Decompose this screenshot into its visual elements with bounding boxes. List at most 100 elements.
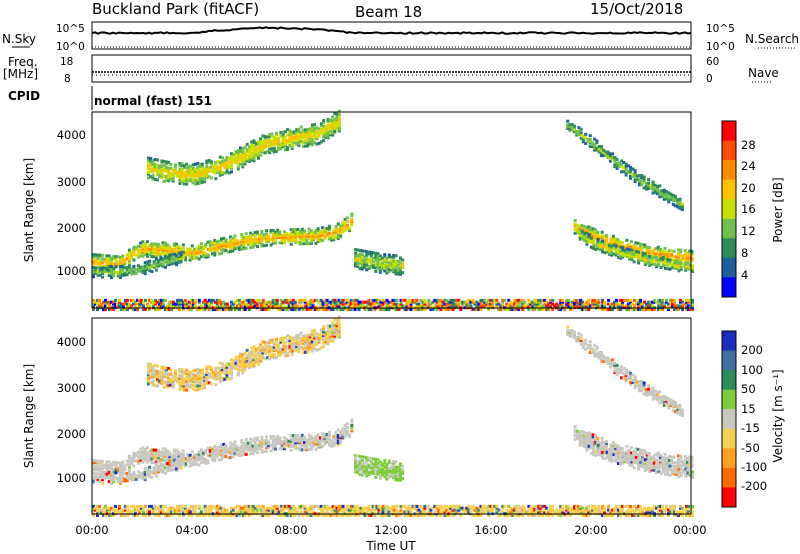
velocity-cell <box>323 440 327 444</box>
velocity-cell <box>584 435 588 439</box>
power-cell <box>627 308 631 311</box>
power-cell <box>291 231 295 235</box>
velocity-cell <box>600 440 604 444</box>
velocity-cell <box>326 340 330 344</box>
velocity-cell <box>331 339 335 343</box>
velocity-cell <box>94 477 98 481</box>
power-cell <box>151 173 155 177</box>
velocity-cell <box>337 335 341 339</box>
velocity-cell <box>241 358 245 362</box>
power-cell <box>642 179 646 183</box>
velocity-cell <box>337 331 341 335</box>
power-cell <box>182 164 186 168</box>
velocity-cell <box>195 456 199 460</box>
power-cell <box>309 300 313 304</box>
power-cell <box>652 259 656 263</box>
velocity-cell <box>300 441 304 445</box>
velocity-cell <box>314 442 318 446</box>
velocity-cell <box>163 471 167 475</box>
velocity-cell <box>335 318 339 322</box>
velocity-cell <box>188 453 192 457</box>
power-cell <box>185 182 189 186</box>
velocity-cell <box>181 458 185 462</box>
velocity-cell <box>166 460 170 464</box>
velocity-cell <box>254 347 258 351</box>
power-cell <box>233 308 237 311</box>
velocity-cell <box>268 353 272 357</box>
power-cell <box>666 267 670 271</box>
velocity-cell <box>230 367 233 371</box>
velocity-cell <box>282 443 286 447</box>
velocity-cell <box>252 363 256 367</box>
power-cell <box>613 163 617 167</box>
power-cell <box>158 164 162 168</box>
velocity-cell <box>234 365 238 369</box>
power-cell <box>608 156 612 159</box>
power-cell <box>571 304 575 308</box>
velocity-cell <box>242 445 246 449</box>
power-cell <box>358 267 362 271</box>
power-cell <box>611 238 615 242</box>
power-cell <box>589 236 593 240</box>
velocity-cell <box>575 429 579 433</box>
power-cell <box>354 248 358 252</box>
velocity-cell <box>134 459 138 463</box>
power-cell <box>198 181 202 185</box>
power-cell <box>217 308 221 311</box>
power-cell <box>209 298 213 302</box>
power-cell <box>173 302 177 306</box>
velocity-cell <box>229 452 232 456</box>
power-cell <box>632 244 636 248</box>
power-cell <box>198 163 202 167</box>
power-cell <box>358 256 362 260</box>
velocity-cell <box>92 481 95 485</box>
velocity-cell <box>143 451 147 455</box>
power-cell <box>691 300 694 304</box>
power-cell <box>145 247 149 251</box>
velocity-cell <box>300 433 304 437</box>
power-cell <box>103 266 107 270</box>
velocity-cell <box>238 452 241 456</box>
power-cell <box>212 170 215 174</box>
power-cell <box>621 248 625 252</box>
velocity-cell <box>146 364 150 368</box>
power-cell <box>531 304 535 308</box>
power-cell <box>665 191 668 195</box>
power-cell <box>310 138 314 141</box>
power-cell <box>614 242 618 246</box>
power-cell <box>605 250 609 254</box>
power-cell <box>148 253 152 257</box>
velocity-cell <box>339 437 343 441</box>
power-cell <box>650 255 654 259</box>
velocity-cell <box>247 445 250 449</box>
velocity-cell <box>261 345 265 349</box>
velocity-cell <box>334 436 338 440</box>
power-cell <box>275 300 279 304</box>
power-cell <box>592 243 596 247</box>
power-cell <box>350 221 354 225</box>
power-cell <box>629 300 633 304</box>
power-cell <box>423 304 427 308</box>
velocity-cell <box>335 333 339 337</box>
power-cell <box>247 241 250 244</box>
power-cell <box>678 199 682 203</box>
velocity-cell <box>316 445 320 449</box>
power-cell <box>155 173 159 176</box>
power-cell <box>187 171 191 175</box>
power-cell <box>270 132 274 136</box>
power-cell <box>189 164 193 168</box>
power-cell <box>191 302 195 306</box>
velocity-cell <box>123 477 127 481</box>
power-cell <box>94 270 98 273</box>
power-cell <box>650 258 654 262</box>
power-cell <box>166 259 170 263</box>
power-cell <box>365 257 369 261</box>
power-cell <box>98 255 102 259</box>
power-cell <box>253 238 257 242</box>
power-cell <box>107 260 111 263</box>
velocity-cell <box>190 450 194 454</box>
power-cell <box>196 182 200 185</box>
velocity-cell <box>341 434 345 438</box>
velocity-cell <box>150 450 154 454</box>
power-cell <box>682 262 685 266</box>
